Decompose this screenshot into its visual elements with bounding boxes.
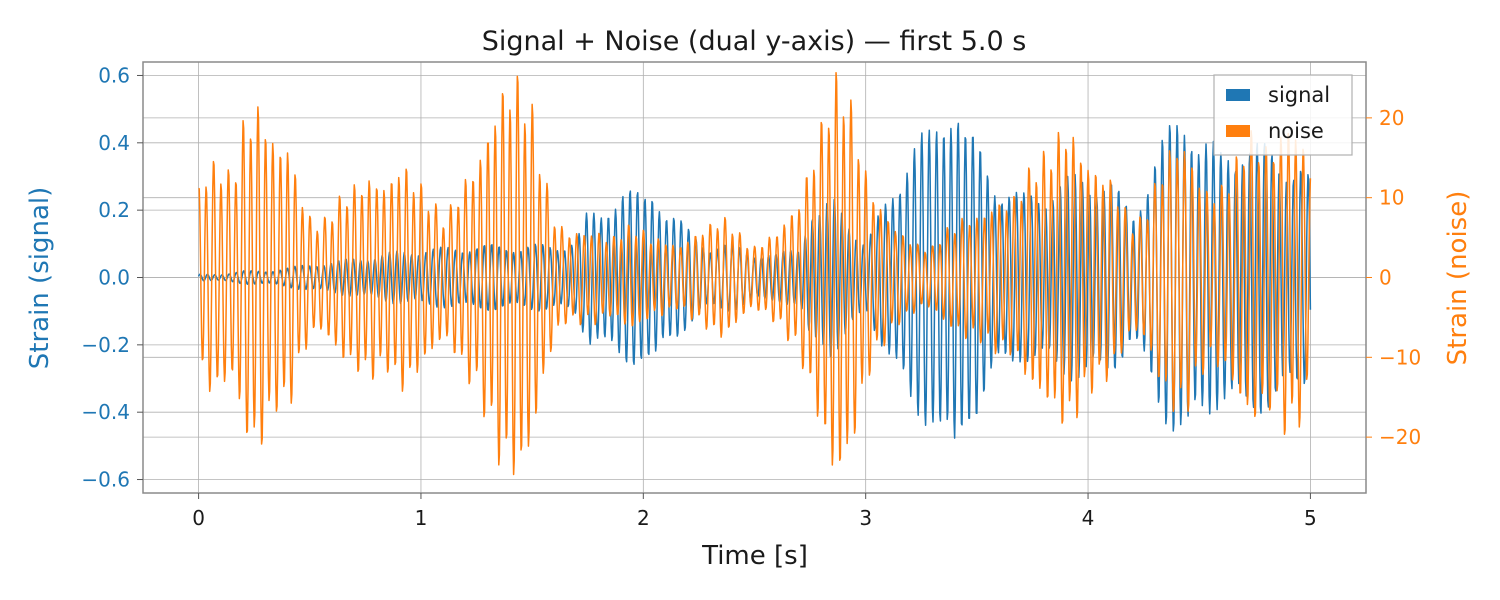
y-left-tick-label: 0.2 — [98, 198, 130, 222]
x-axis-ticks: 0 1 2 3 4 5 — [192, 493, 1317, 530]
chart-title: Signal + Noise (dual y-axis) — first 5.0… — [482, 26, 1027, 57]
y-left-tick-label: 0.4 — [98, 131, 130, 155]
y-right-tick-label: 10 — [1379, 186, 1404, 210]
y-right-tick-label: 20 — [1379, 106, 1404, 130]
x-axis-label: Time [s] — [701, 541, 808, 571]
noise-line — [198, 72, 1312, 476]
legend-label-noise: noise — [1268, 119, 1324, 143]
y-right-axis-ticks: −20 −10 0 10 20 — [1366, 106, 1421, 449]
x-tick-label: 5 — [1304, 506, 1317, 530]
y-left-axis-label: Strain (signal) — [25, 187, 55, 369]
x-tick-label: 0 — [192, 506, 205, 530]
x-tick-label: 4 — [1082, 506, 1095, 530]
y-left-tick-label: −0.4 — [81, 400, 130, 424]
legend-box — [1213, 74, 1353, 156]
legend-swatch-signal — [1226, 89, 1250, 101]
y-right-tick-label: 0 — [1379, 266, 1392, 290]
y-right-axis-label: Strain (noise) — [1443, 191, 1473, 366]
legend-label-signal: signal — [1268, 83, 1330, 107]
legend-swatch-noise — [1226, 125, 1250, 137]
x-tick-label: 1 — [415, 506, 428, 530]
y-left-axis-ticks: −0.6 −0.4 −0.2 0.0 0.2 0.4 0.6 — [81, 63, 143, 492]
y-left-tick-label: 0.0 — [98, 266, 130, 290]
x-tick-label: 2 — [637, 506, 650, 530]
y-right-tick-label: −20 — [1379, 425, 1421, 449]
y-left-tick-label: −0.6 — [81, 468, 130, 492]
y-left-tick-label: −0.2 — [81, 333, 130, 357]
noise-series-layer — [198, 72, 1312, 476]
y-right-tick-label: −10 — [1379, 345, 1421, 369]
x-tick-label: 3 — [859, 506, 872, 530]
y-left-tick-label: 0.6 — [98, 63, 130, 87]
legend: signal noise — [1213, 74, 1353, 156]
